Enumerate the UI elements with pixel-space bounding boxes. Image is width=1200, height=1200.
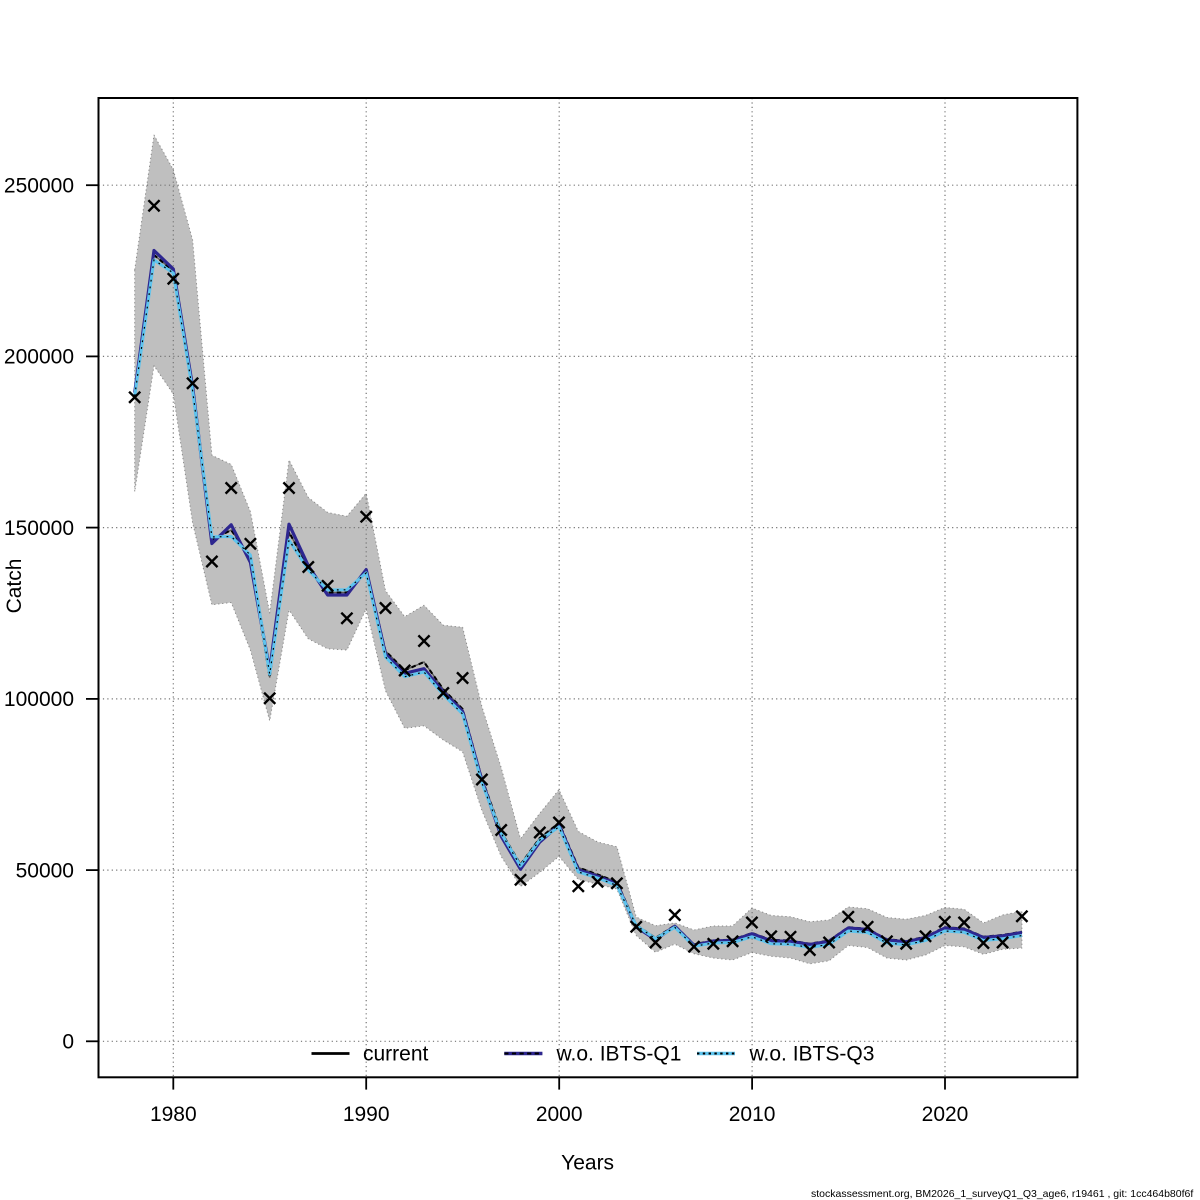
svg-text:Years: Years — [561, 1151, 614, 1174]
svg-text:Catch: Catch — [3, 559, 26, 614]
svg-text:100000: 100000 — [4, 688, 74, 711]
svg-text:200000: 200000 — [4, 346, 74, 369]
svg-text:stockassessment.org, BM2026_1_: stockassessment.org, BM2026_1_surveyQ1_Q… — [811, 1188, 1193, 1200]
svg-text:2020: 2020 — [922, 1103, 969, 1126]
svg-text:w.o. IBTS-Q3: w.o. IBTS-Q3 — [749, 1043, 875, 1066]
svg-text:2000: 2000 — [536, 1103, 583, 1126]
svg-text:0: 0 — [62, 1031, 74, 1054]
svg-text:1990: 1990 — [343, 1103, 390, 1126]
svg-text:1980: 1980 — [150, 1103, 197, 1126]
svg-text:current: current — [363, 1043, 429, 1066]
svg-text:250000: 250000 — [4, 174, 74, 197]
svg-text:50000: 50000 — [16, 859, 74, 882]
svg-text:2010: 2010 — [729, 1103, 776, 1126]
svg-text:150000: 150000 — [4, 517, 74, 540]
svg-text:w.o. IBTS-Q1: w.o. IBTS-Q1 — [556, 1043, 682, 1066]
